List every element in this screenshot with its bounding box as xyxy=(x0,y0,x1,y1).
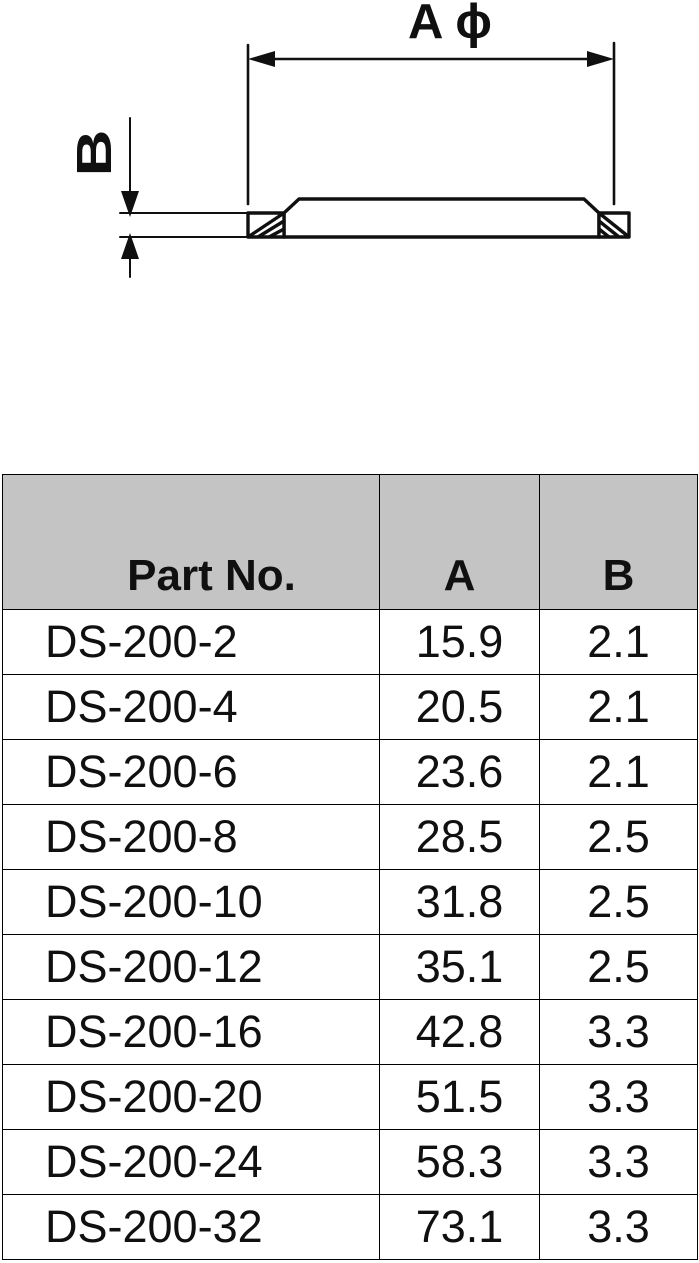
svg-text:B: B xyxy=(67,129,122,176)
svg-text:A ϕ: A ϕ xyxy=(408,0,492,49)
